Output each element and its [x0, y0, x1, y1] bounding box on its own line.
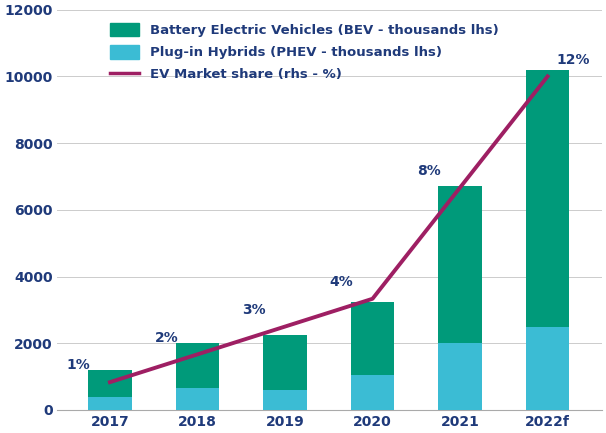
Bar	[176, 343, 219, 388]
Text: 4%: 4%	[330, 275, 353, 289]
Bar	[438, 343, 482, 410]
Legend: Battery Electric Vehicles (BEV - thousands lhs), Plug-in Hybrids (PHEV - thousan: Battery Electric Vehicles (BEV - thousan…	[107, 20, 501, 84]
Bar	[351, 375, 395, 410]
Bar	[438, 187, 482, 343]
Bar	[176, 388, 219, 410]
Bar	[263, 335, 307, 390]
Bar	[263, 390, 307, 410]
Bar	[525, 70, 570, 326]
Text: 3%: 3%	[242, 303, 265, 317]
Bar	[88, 370, 132, 397]
Bar	[351, 301, 395, 375]
Bar	[88, 397, 132, 410]
Text: 1%: 1%	[67, 359, 91, 372]
Text: 2%: 2%	[155, 331, 178, 345]
Text: 12%: 12%	[556, 53, 590, 67]
Text: 8%: 8%	[417, 164, 441, 178]
Bar	[525, 326, 570, 410]
